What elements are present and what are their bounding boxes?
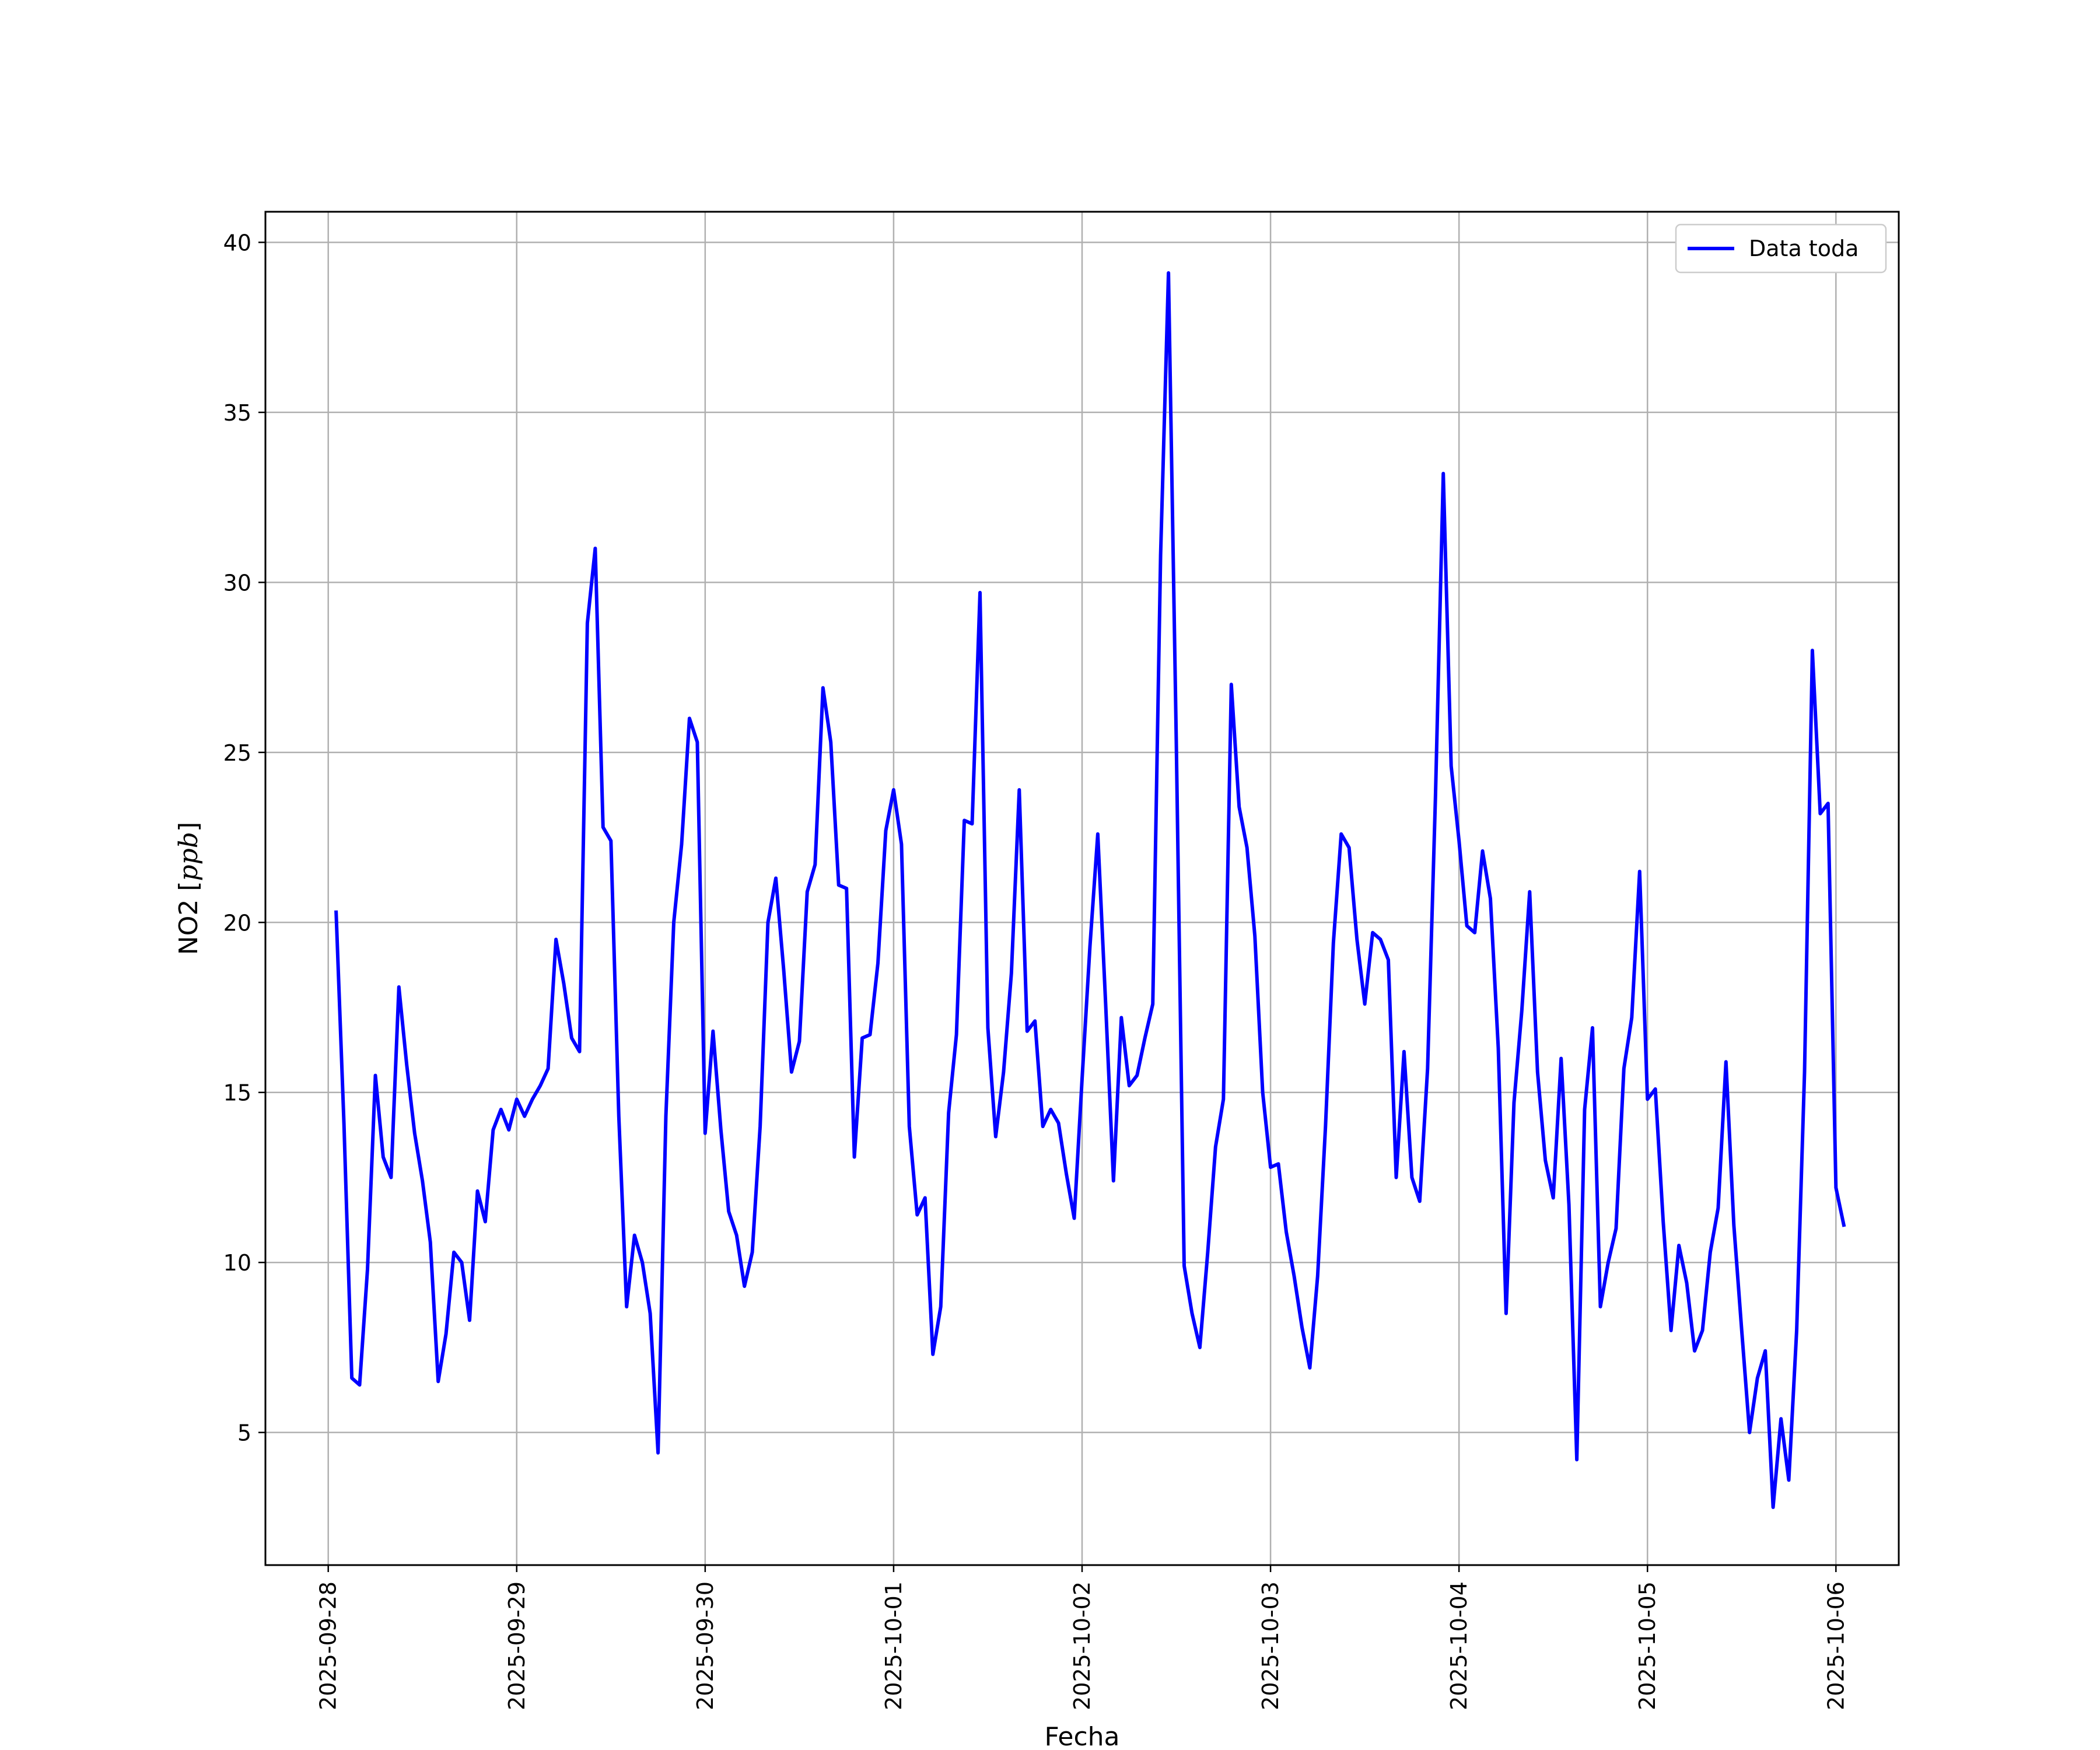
y-axis-label: NO2 [ppb] bbox=[174, 822, 204, 955]
x-tick-label: 2025-09-28 bbox=[316, 1581, 341, 1710]
x-tick-label: 2025-10-03 bbox=[1258, 1581, 1283, 1710]
y-axis: 5 10 15 20 25 30 35 40 bbox=[223, 230, 265, 1446]
y-tick-label: 40 bbox=[223, 230, 251, 256]
legend: Data toda bbox=[1675, 223, 1887, 274]
y-tick-label: 35 bbox=[223, 400, 251, 426]
y-tick-label: 5 bbox=[237, 1420, 251, 1446]
x-tick-label: 2025-10-05 bbox=[1634, 1581, 1660, 1710]
y-axis-label-text: NO2 [ bbox=[174, 881, 204, 955]
x-tick-label: 2025-09-30 bbox=[692, 1581, 718, 1710]
x-tick-label: 2025-10-06 bbox=[1823, 1581, 1849, 1710]
legend-box bbox=[1675, 223, 1887, 274]
y-axis-label-unit: ppb bbox=[174, 832, 204, 881]
y-tick-label: 20 bbox=[223, 910, 251, 936]
x-axis: 2025-09-28 2025-09-29 2025-09-30 2025-10-01… bbox=[316, 1565, 1849, 1710]
series-layer bbox=[334, 271, 1846, 1509]
y-tick-label: 15 bbox=[223, 1080, 251, 1106]
y-tick-label: 30 bbox=[223, 570, 251, 596]
x-tick-label: 2025-10-02 bbox=[1069, 1581, 1095, 1710]
legend-label: Data toda bbox=[1749, 236, 1859, 261]
y-tick-label: 25 bbox=[223, 740, 251, 766]
series-line bbox=[334, 271, 1846, 1509]
y-axis-label-close: ] bbox=[174, 822, 204, 832]
x-axis-label: Fecha bbox=[1044, 1722, 1119, 1750]
x-tick-label: 2025-09-29 bbox=[504, 1581, 530, 1710]
y-tick-label: 10 bbox=[223, 1250, 251, 1276]
x-tick-label: 2025-10-04 bbox=[1446, 1581, 1472, 1710]
x-tick-label: 2025-10-01 bbox=[881, 1581, 907, 1710]
